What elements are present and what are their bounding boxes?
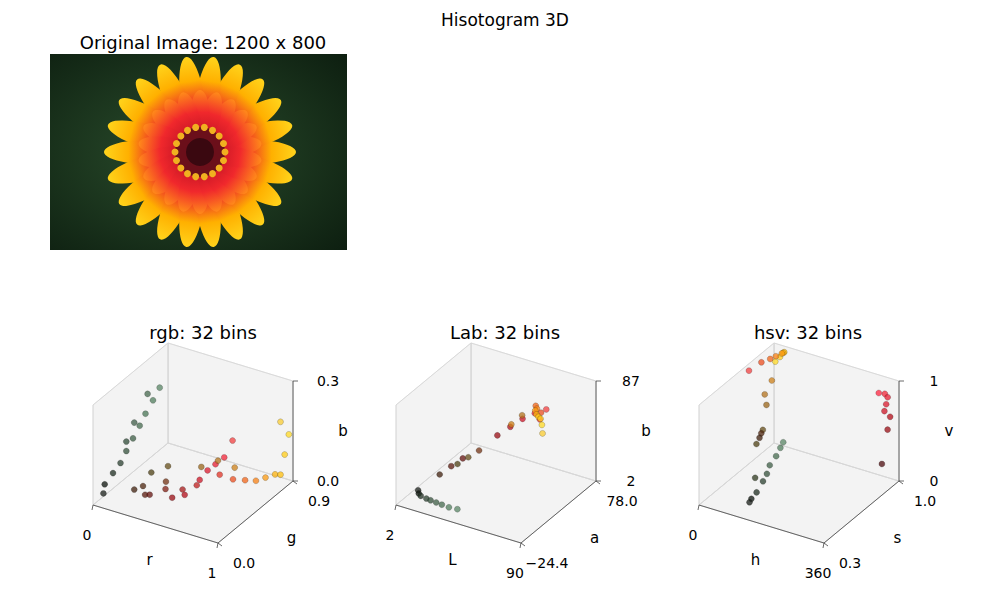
svg-text:−24.4: −24.4 [526,555,569,571]
svg-text:L: L [448,551,457,569]
svg-text:90: 90 [506,565,524,581]
svg-text:rgb: 32 bins: rgb: 32 bins [149,322,257,343]
svg-text:b: b [338,422,348,440]
svg-text:1: 1 [930,373,939,389]
svg-text:1.0: 1.0 [914,493,936,509]
svg-text:0.3: 0.3 [317,373,339,389]
svg-text:0: 0 [930,473,939,489]
svg-text:hsv: 32 bins: hsv: 32 bins [754,322,862,343]
svg-text:r: r [146,551,153,569]
svg-text:0: 0 [83,527,92,543]
svg-text:s: s [894,529,902,547]
svg-text:0: 0 [689,527,698,543]
svg-text:Hisotogram 3D: Hisotogram 3D [441,10,569,30]
svg-text:0.3: 0.3 [839,555,861,571]
svg-text:1: 1 [208,565,217,581]
svg-text:2: 2 [386,527,395,543]
svg-text:87: 87 [622,373,640,389]
svg-text:78.0: 78.0 [606,493,637,509]
svg-text:g: g [287,529,297,547]
svg-text:a: a [590,529,599,547]
svg-text:0.0: 0.0 [233,555,255,571]
svg-text:v: v [945,422,954,440]
svg-text:0.0: 0.0 [317,473,339,489]
svg-text:Lab: 32 bins: Lab: 32 bins [450,322,560,343]
svg-text:Original Image: 1200 x 800: Original Image: 1200 x 800 [80,32,327,53]
svg-text:2: 2 [627,473,636,489]
svg-text:0.9: 0.9 [308,493,330,509]
svg-text:360: 360 [805,565,832,581]
svg-text:h: h [751,551,761,569]
svg-text:b: b [641,422,651,440]
